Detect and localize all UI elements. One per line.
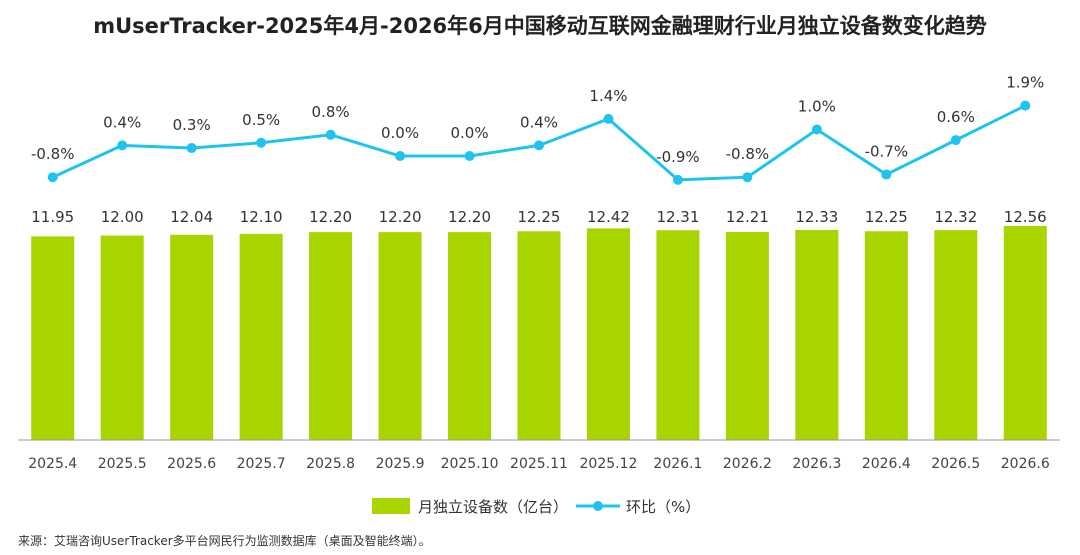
line-point-2025.9 <box>395 151 406 161</box>
bar-2026.2 <box>725 231 769 440</box>
bar-value-label: 12.42 <box>587 208 630 226</box>
x-tick-label: 2026.1 <box>653 456 702 472</box>
line-value-label: 0.4% <box>103 113 141 131</box>
bar-2025.11 <box>517 231 561 440</box>
line-value-label: 0.3% <box>173 116 211 134</box>
line-point-2025.8 <box>325 129 336 140</box>
bar-value-label: 12.04 <box>170 208 213 226</box>
x-tick-label: 2025.11 <box>510 456 568 472</box>
bar-value-label: 12.25 <box>518 208 561 226</box>
bar-2025.4 <box>31 236 75 440</box>
bar-2026.6 <box>1003 226 1047 440</box>
bar-value-labels: 11.95 12.00 12.04 12.10 12.20 12.20 12.20 12.25… <box>31 208 1046 226</box>
line-point-2026.2 <box>742 172 753 183</box>
bar-value-label: 12.10 <box>240 208 283 226</box>
bar-value-label: 12.21 <box>726 208 769 226</box>
bar-2026.3 <box>795 229 839 440</box>
bar-value-label: 12.31 <box>656 208 699 226</box>
x-tick-label: 2025.9 <box>376 456 425 472</box>
line-value-label: 0.6% <box>937 108 975 126</box>
bar-value-label: 12.00 <box>101 208 144 226</box>
x-tick-label: 2026.5 <box>931 456 980 472</box>
x-tick-label: 2026.2 <box>723 456 772 472</box>
bar-2025.10 <box>448 232 492 440</box>
x-tick-label: 2026.4 <box>862 456 911 472</box>
bar-2026.1 <box>656 230 700 440</box>
line-value-label: 0.0% <box>450 124 488 142</box>
x-tick-label: 2025.10 <box>441 456 499 472</box>
line-point-2026.4 <box>881 169 892 180</box>
bar-2025.5 <box>100 235 144 440</box>
line-point-2026.6 <box>1020 100 1031 111</box>
bar-series <box>31 226 1047 440</box>
line-value-label: -0.8% <box>31 145 75 163</box>
line-point-2026.3 <box>811 124 822 135</box>
bar-value-label: 11.95 <box>31 208 74 226</box>
line-point-2025.6 <box>186 143 197 154</box>
line-value-label: 0.4% <box>520 113 558 131</box>
x-tick-label: 2025.4 <box>28 456 77 472</box>
line-value-label: -0.8% <box>726 145 770 163</box>
line-value-label: -0.7% <box>865 143 909 161</box>
bar-2025.9 <box>378 232 422 440</box>
bar-2026.5 <box>934 230 978 440</box>
bar-2025.8 <box>309 232 353 440</box>
line-value-label: 0.5% <box>242 111 280 129</box>
legend-swatch-bar <box>372 498 410 514</box>
bar-value-label: 12.32 <box>934 208 977 226</box>
line-point-2026.5 <box>950 135 961 146</box>
x-tick-label: 2025.6 <box>167 456 216 472</box>
line-point-2025.7 <box>256 137 267 148</box>
bar-2025.7 <box>239 233 283 440</box>
line-point-2025.4 <box>47 172 58 183</box>
bar-2025.6 <box>170 234 214 440</box>
bar-2025.12 <box>586 228 630 440</box>
line-point-2025.12 <box>603 113 614 124</box>
line-value-label: -0.9% <box>656 148 700 166</box>
legend-swatch-point <box>593 501 603 511</box>
bar-value-label: 12.20 <box>379 208 422 226</box>
x-tick-label: 2025.12 <box>580 456 638 472</box>
line-value-label: 1.4% <box>589 87 627 105</box>
line-point-2025.5 <box>117 140 128 151</box>
line-value-label: 0.0% <box>381 124 419 142</box>
legend-label-line: 环比（%） <box>626 498 700 516</box>
line-value-label: 1.9% <box>1006 74 1044 92</box>
x-tick-label: 2026.3 <box>792 456 841 472</box>
line-value-labels: -0.8% 0.4% 0.3% 0.5% 0.8% 0.0% 0.0% 0.4% 1.4% -0.… <box>31 74 1044 166</box>
line-value-label: 1.0% <box>798 98 836 116</box>
legend-label-bar: 月独立设备数（亿台） <box>418 498 568 516</box>
bar-value-label: 12.20 <box>448 208 491 226</box>
x-tick-label: 2025.8 <box>306 456 355 472</box>
bar-value-label: 12.56 <box>1004 208 1047 226</box>
x-tick-label: 2026.6 <box>1001 456 1050 472</box>
bar-value-label: 12.20 <box>309 208 352 226</box>
chart-title: mUserTracker-2025年4月-2026年6月中国移动互联网金融理财行… <box>93 14 987 38</box>
source-note: 来源：艾瑞咨询UserTracker多平台网民行为监测数据库（桌面及智能终端）。 <box>18 534 431 548</box>
bar-value-label: 12.33 <box>795 208 838 226</box>
line-value-label: 0.8% <box>312 103 350 121</box>
legend: 月独立设备数（亿台） 环比（%） <box>372 498 700 516</box>
line-point-2026.1 <box>672 174 683 185</box>
x-tick-label: 2025.5 <box>98 456 147 472</box>
bar-value-label: 12.25 <box>865 208 908 226</box>
x-tick-label: 2025.7 <box>237 456 286 472</box>
bar-2026.4 <box>864 231 908 440</box>
line-series-points <box>47 100 1031 185</box>
line-point-2025.10 <box>464 151 475 161</box>
x-axis-tick-labels: 2025.4 2025.5 2025.6 2025.7 2025.8 2025.9 2025… <box>28 456 1050 472</box>
line-point-2025.11 <box>534 140 544 151</box>
